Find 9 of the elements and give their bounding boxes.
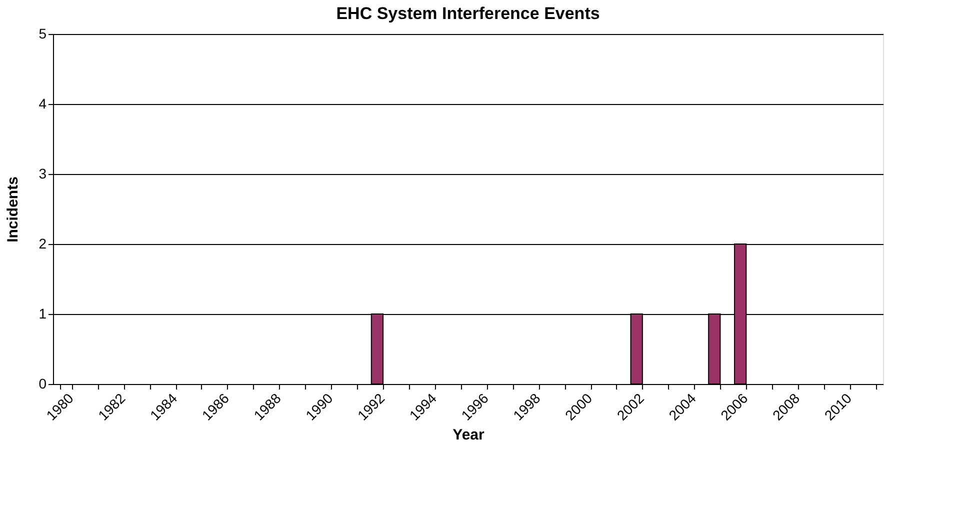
y-tick-label: 4 <box>38 96 47 112</box>
y-tick-label: 1 <box>38 306 47 322</box>
y-axis-title: Incidents <box>4 176 22 242</box>
x-axis-title: Year <box>452 426 485 444</box>
y-tick-label: 0 <box>38 376 47 392</box>
y-tick-label: 5 <box>38 26 47 42</box>
y-tick-label: 2 <box>38 236 47 252</box>
chart-title: EHC System Interference Events <box>336 4 600 23</box>
y-tick-label: 3 <box>38 166 47 182</box>
